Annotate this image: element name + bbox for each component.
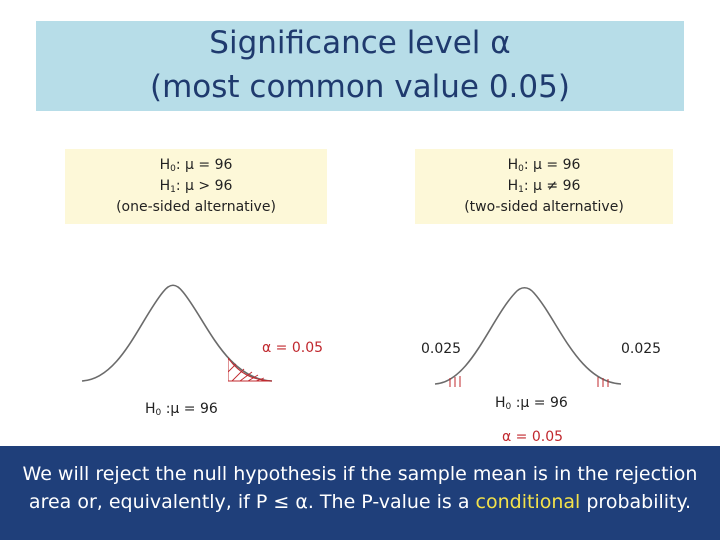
highlight-conditional: conditional [475, 491, 581, 513]
alternative-hypothesis: H1: μ ≠ 96 [507, 178, 581, 195]
null-hypothesis: H0: μ = 96 [159, 157, 233, 174]
title-line-1: Significance level α [209, 25, 511, 61]
hypothesis-box-two-sided: H0: μ = 96 H1: μ ≠ 96 (two-sided alterna… [415, 149, 673, 224]
right-axis-label: H0 :μ = 96 [495, 395, 568, 412]
title-line-2: (most common value 0.05) [150, 69, 570, 105]
left-tail-value: 0.025 [421, 341, 462, 357]
title-box: Significance level α (most common value … [36, 21, 684, 111]
null-hypothesis: H0: μ = 96 [507, 157, 581, 174]
left-alpha-label: α = 0.05 [262, 340, 324, 356]
left-rejection-region [228, 357, 273, 382]
alternative-hypothesis: H1: μ > 96 [159, 178, 233, 195]
right-left-tail-region [449, 376, 461, 387]
footer-line-2: area or, equivalently, if P ≤ α. The P-v… [28, 491, 692, 513]
right-alpha-label: α = 0.05 [502, 429, 564, 445]
alternative-note: (two-sided alternative) [464, 199, 624, 215]
footer-note: We will reject the null hypothesis if th… [0, 446, 720, 540]
footer-line-1: We will reject the null hypothesis if th… [22, 463, 698, 485]
right-right-tail-region [597, 377, 609, 387]
right-normal-curve [434, 286, 622, 385]
alternative-note: (one-sided alternative) [116, 199, 276, 215]
hypothesis-box-one-sided: H0: μ = 96 H1: μ > 96 (one-sided alterna… [65, 149, 327, 224]
left-normal-curve [81, 284, 273, 382]
left-axis-label: H0 :μ = 96 [145, 401, 218, 418]
right-tail-value: 0.025 [621, 341, 662, 357]
